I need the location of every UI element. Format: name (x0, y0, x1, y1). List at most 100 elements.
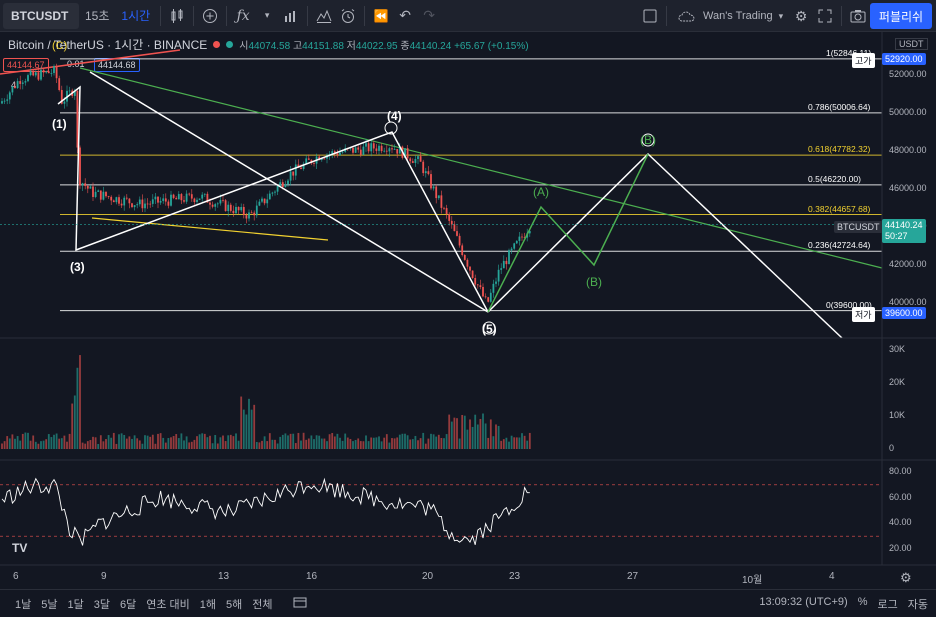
candle-body (255, 205, 258, 216)
candle-body (209, 202, 211, 205)
wave-label-c[interactable]: (C) (52, 40, 68, 52)
range-button[interactable]: 연초 대비 (146, 598, 190, 611)
candle-body (266, 199, 269, 204)
buy-price-tag[interactable]: 44144.68 (94, 58, 140, 72)
candle-body (110, 196, 113, 201)
fib-level-label[interactable]: 0.382(44657.68) (808, 203, 871, 214)
seconds-interval-button[interactable]: 15초 (85, 9, 110, 23)
tradingview-logo[interactable]: TV (12, 541, 28, 555)
volume-bar (463, 415, 466, 449)
candle-body (404, 148, 406, 158)
wave-label-3[interactable]: (3) (70, 260, 85, 274)
redo-icon[interactable]: ↷ (423, 7, 436, 23)
range-button[interactable]: 1해 (199, 598, 217, 611)
candle-body (341, 151, 344, 153)
settings-gear-icon[interactable]: ⚙ (794, 7, 808, 24)
settings-gear-icon[interactable]: ⚙ (900, 570, 912, 585)
wave-label-b[interactable]: (B) (586, 275, 602, 289)
undo-icon[interactable]: ↶ (399, 7, 412, 23)
candle-body (193, 198, 196, 203)
log-toggle[interactable]: 로그 (877, 598, 898, 611)
volume-bar (123, 434, 126, 449)
range-button[interactable]: 1달 (67, 598, 84, 611)
volume-bar (240, 396, 243, 449)
fib-level-label[interactable]: 0(39600.00) (826, 299, 872, 310)
candle-body (261, 198, 263, 202)
range-button[interactable]: 6달 (120, 598, 137, 611)
volume-bar (357, 438, 360, 449)
fib-level-label[interactable]: 0.786(50006.64) (808, 101, 871, 112)
volume-bar (227, 435, 230, 449)
rsi-tick: 60.00 (889, 491, 912, 502)
volume-bar (237, 440, 240, 449)
candle-body (487, 297, 490, 302)
volume-bar (47, 434, 50, 449)
compare-add-icon[interactable] (198, 4, 222, 28)
candle-body (495, 281, 497, 284)
candle-body (219, 199, 222, 204)
volume-bar (528, 432, 531, 449)
candle-body (375, 148, 378, 151)
wave-label-4[interactable]: (4) (387, 109, 402, 123)
candle-body (76, 90, 79, 148)
interval-button[interactable]: 1시간 (121, 9, 151, 23)
candle-body (214, 204, 217, 207)
candle-body (203, 193, 206, 195)
bar-chart-icon[interactable] (279, 4, 303, 28)
fib-level-label[interactable]: 0.5(46220.00) (808, 173, 861, 184)
rsi-pane (0, 477, 882, 546)
replay-icon[interactable]: ⏪ (373, 8, 389, 23)
currency-label[interactable]: USDT (895, 38, 928, 50)
chevron-down-icon[interactable]: ▾ (264, 10, 270, 20)
candle-body (521, 236, 523, 238)
chart-canvas[interactable] (0, 32, 936, 589)
candle-body (528, 231, 531, 234)
fib-level-label[interactable]: 0.618(47782.32) (808, 144, 871, 155)
indicators-icon[interactable]: ƒx (236, 7, 250, 24)
symbol-title[interactable]: Bitcoin / TetherUS · 1시간 · BINANCE (8, 38, 208, 52)
candle-body (68, 90, 71, 92)
candle-body (240, 206, 243, 211)
candle-body (232, 210, 235, 214)
volume-bar (201, 433, 204, 449)
volume-bar (76, 367, 79, 449)
layout-menu[interactable]: Wan's Trading ▾ (677, 10, 783, 22)
volume-bar (55, 433, 58, 449)
volume-bar (349, 438, 352, 449)
candle-body (482, 287, 484, 297)
clock[interactable]: 13:09:32 (UTC+9) (759, 595, 848, 608)
calendar-goto-icon[interactable] (288, 596, 312, 611)
green-trendline (79, 67, 883, 269)
publish-button[interactable]: 퍼블리쉬 (870, 3, 932, 29)
candle-body (378, 145, 380, 151)
wave-label-b-top[interactable]: (B) (640, 133, 656, 147)
fib-level-label[interactable]: 0.236(42724.64) (808, 240, 871, 251)
expand-icon[interactable] (813, 4, 837, 28)
templates-icon[interactable] (312, 4, 336, 28)
wave-label-a[interactable]: (A) (533, 185, 549, 199)
fullscreen-box-icon[interactable] (638, 4, 662, 28)
range-button[interactable]: 5날 (41, 598, 58, 611)
volume-bar (115, 443, 118, 449)
candle-type-icon[interactable] (165, 4, 189, 28)
camera-icon[interactable] (846, 4, 870, 28)
range-button[interactable]: 3달 (93, 598, 110, 611)
candle-body (383, 150, 386, 152)
candle-body (175, 197, 178, 200)
symbol-search-button[interactable]: BTCUSDT (3, 2, 79, 29)
volume-bar (365, 435, 367, 449)
wave-label-1[interactable]: (1) (52, 117, 67, 131)
auto-toggle[interactable]: 자동 (907, 598, 928, 611)
percent-toggle[interactable]: % (857, 595, 868, 608)
candle-body (489, 292, 492, 302)
alert-clock-icon[interactable] (336, 4, 360, 28)
volume-bar (393, 438, 396, 449)
wave-label-5[interactable]: (5) (482, 322, 497, 336)
range-button[interactable]: 5해 (226, 598, 243, 611)
fib-level-label[interactable]: 1(52846.11) (826, 47, 872, 58)
range-button[interactable]: 전체 (252, 598, 273, 611)
candle-body (453, 224, 456, 232)
volume-bar (21, 433, 24, 449)
range-button[interactable]: 1날 (15, 598, 32, 611)
volume-bar (37, 443, 40, 449)
